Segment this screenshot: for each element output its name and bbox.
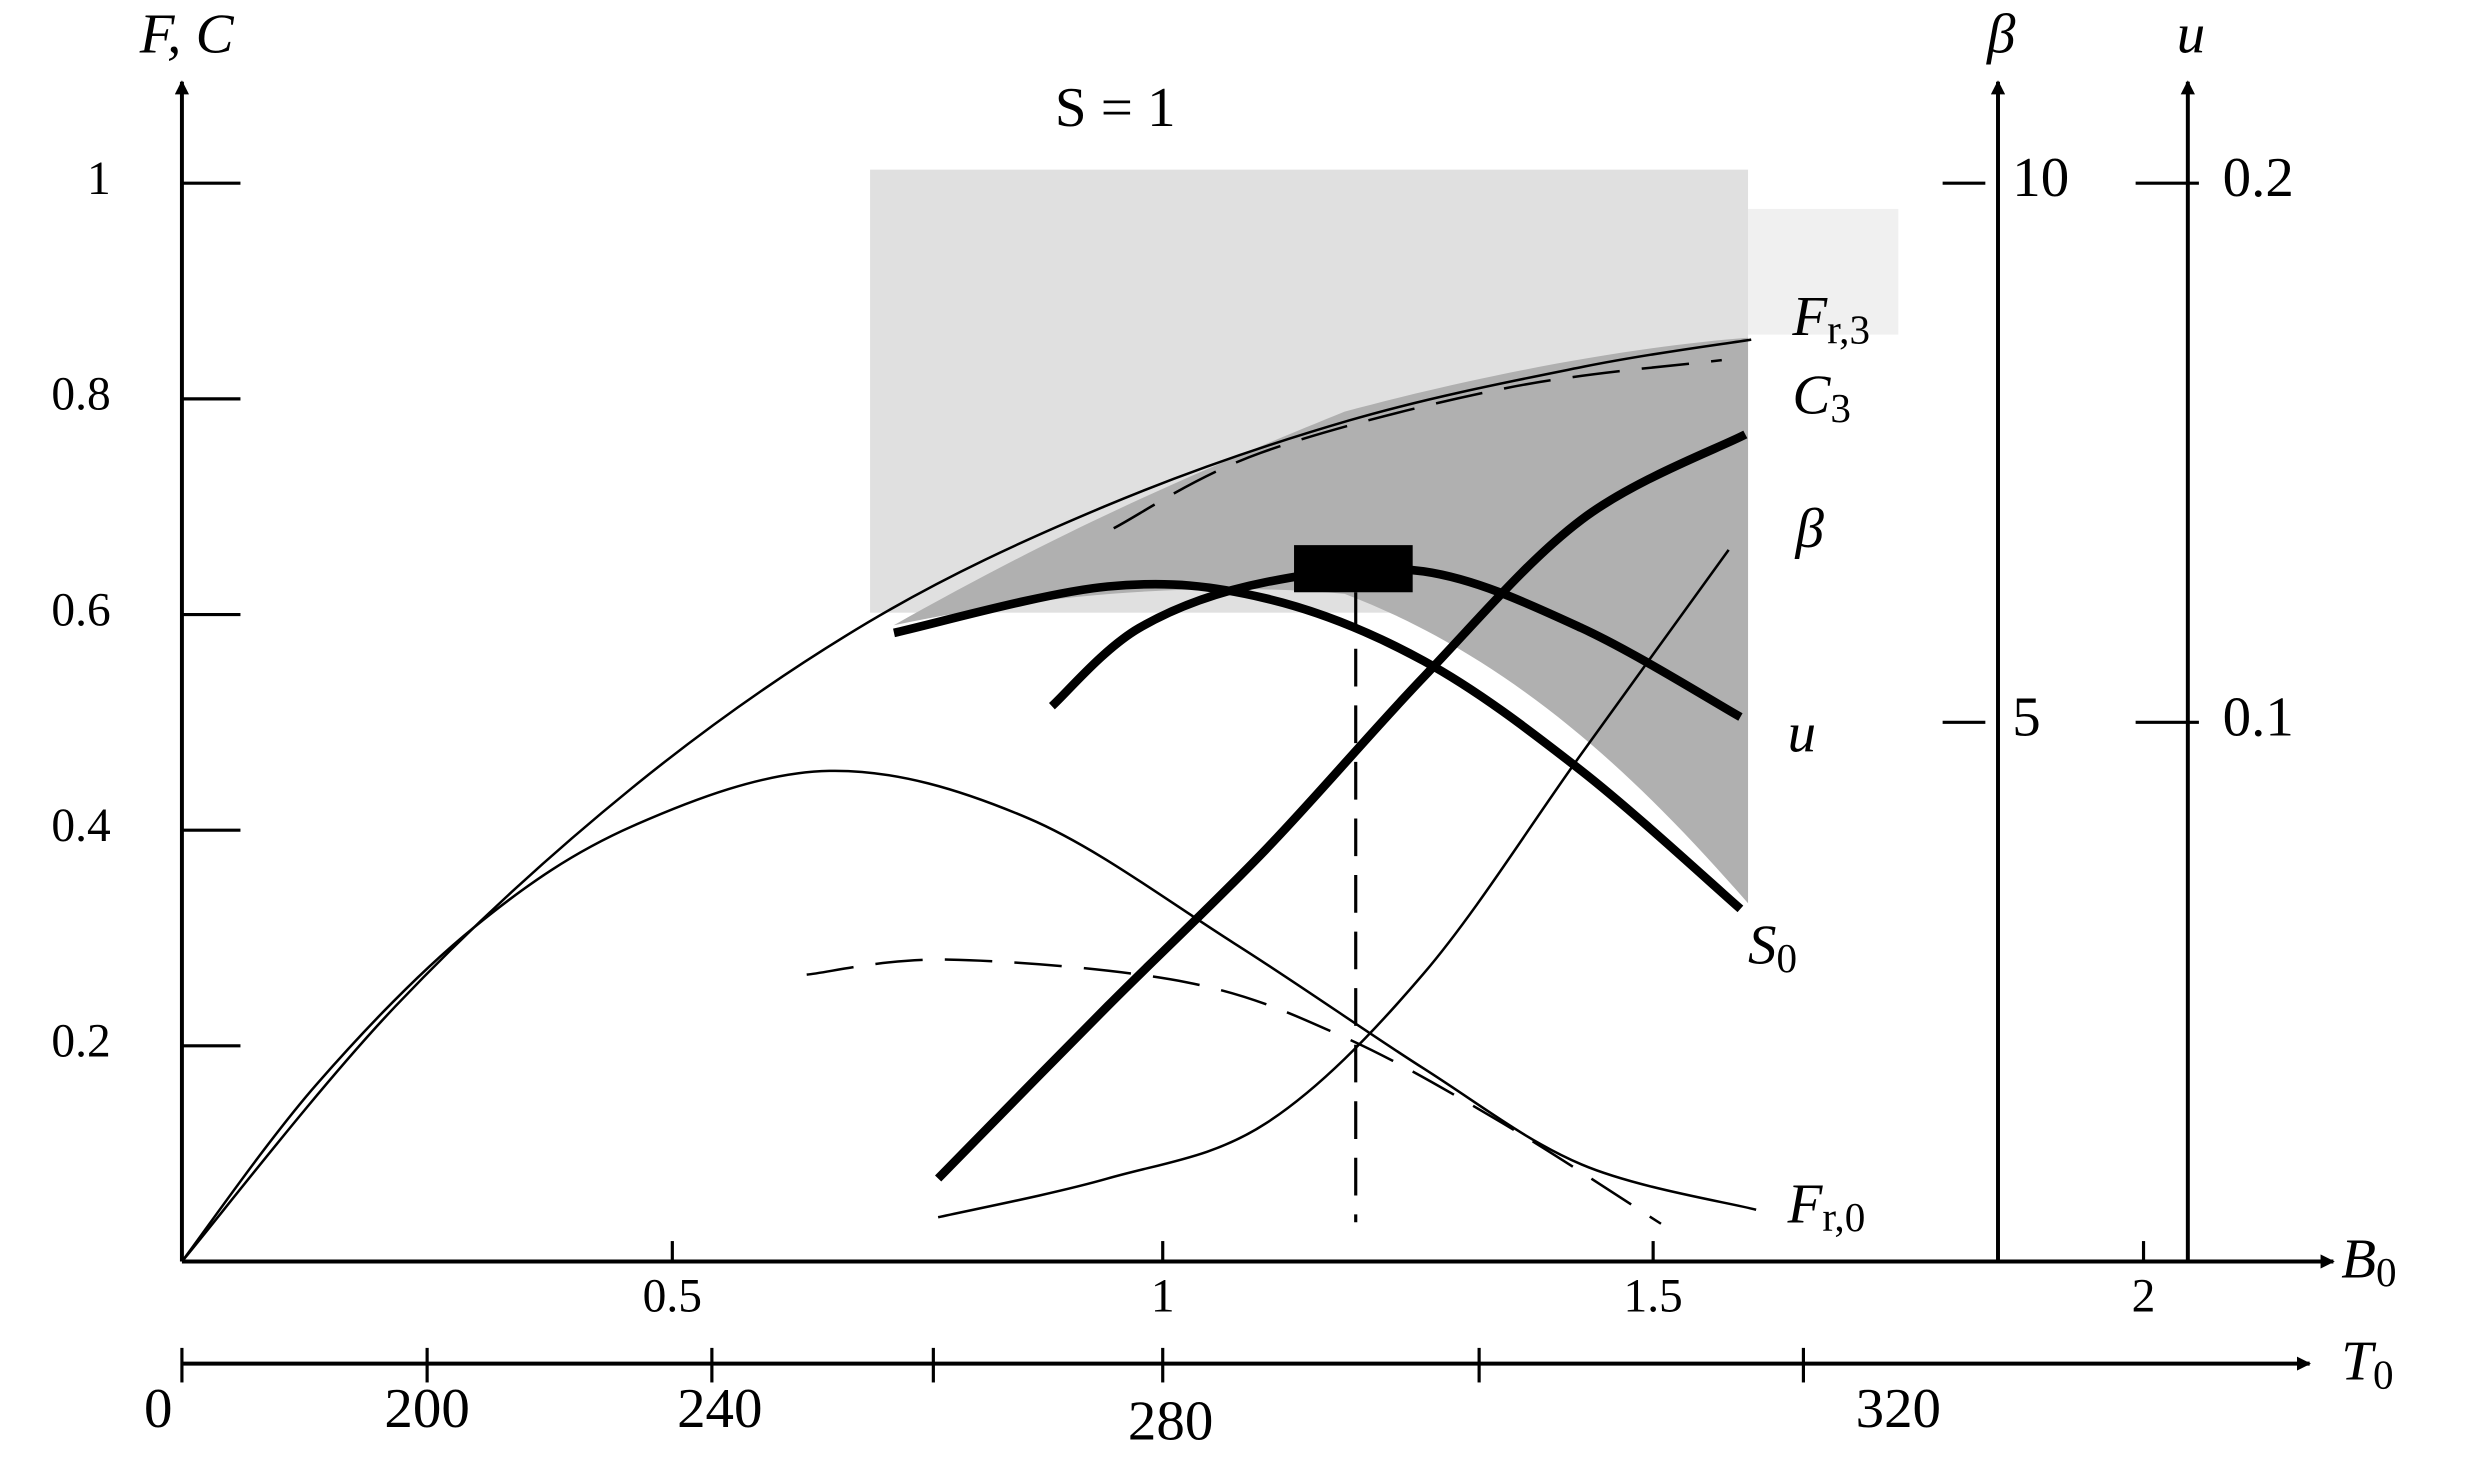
x-tick-label: 2 bbox=[2132, 1271, 2156, 1323]
curve bbox=[935, 430, 1748, 1182]
curve-label: S0 bbox=[1748, 914, 1797, 982]
curve-label-main: F bbox=[1787, 1173, 1824, 1236]
y-tick-label: 0.8 bbox=[51, 369, 110, 421]
curve bbox=[180, 769, 1757, 1263]
curve bbox=[937, 549, 1730, 1219]
optimal-region bbox=[893, 337, 1749, 904]
x-tick-label: 1 bbox=[1151, 1271, 1175, 1323]
curve-label: Fr,3 bbox=[1791, 285, 1870, 353]
curve-label-sub: r,3 bbox=[1827, 307, 1870, 353]
curve-label-main: C bbox=[1792, 364, 1831, 427]
feasible-region-edge bbox=[1748, 208, 1899, 335]
y-axis-label: F, C bbox=[139, 2, 235, 65]
y2-tick-label: 5 bbox=[2012, 686, 2040, 749]
y2-tick-label: 10 bbox=[2012, 146, 2069, 209]
t-tick-label: 280 bbox=[1128, 1390, 1213, 1453]
y3-axis-label: u bbox=[2177, 2, 2205, 65]
annotation: S = 1 bbox=[1055, 76, 1176, 139]
y2-axis-label: β bbox=[1986, 2, 2016, 65]
t-tick-label: 0 bbox=[144, 1377, 172, 1440]
curve bbox=[1048, 564, 1743, 721]
curve bbox=[806, 958, 1662, 1225]
t-axis-label: T0 bbox=[2341, 1330, 2393, 1398]
curve-label-sub: r,0 bbox=[1822, 1195, 1865, 1241]
curve-label-sub: 3 bbox=[1830, 386, 1851, 432]
curve bbox=[180, 338, 1752, 1263]
y-tick-label: 0.6 bbox=[51, 584, 110, 636]
t-axis-ticks bbox=[180, 1347, 1806, 1383]
y3-tick-label: 0.1 bbox=[2223, 686, 2294, 749]
t-tick-label: 240 bbox=[677, 1377, 762, 1440]
x-tick-label: 0.5 bbox=[643, 1271, 702, 1323]
curve-label: β bbox=[1795, 497, 1825, 560]
y-tick-label: 0.4 bbox=[51, 800, 110, 852]
y3-tick-label: 0.2 bbox=[2223, 146, 2294, 209]
curve-label-main: β bbox=[1795, 497, 1825, 560]
curve-label: Fr,0 bbox=[1787, 1173, 1866, 1241]
curve-label-sub: 0 bbox=[1777, 936, 1798, 982]
y-tick-label: 1 bbox=[87, 153, 111, 205]
curve-label-main: F bbox=[1791, 285, 1828, 348]
t-tick-label: 320 bbox=[1856, 1377, 1941, 1440]
curve-label: u bbox=[1788, 702, 1816, 765]
x-axis-label: B0 bbox=[2341, 1228, 2396, 1296]
x-tick-label: 1.5 bbox=[1623, 1271, 1682, 1323]
curve-label-main: S bbox=[1748, 914, 1776, 977]
curve-label-main: u bbox=[1788, 702, 1816, 765]
y-tick-label: 0.2 bbox=[51, 1016, 110, 1068]
curve bbox=[1113, 358, 1722, 530]
curve-label: C3 bbox=[1792, 364, 1851, 432]
t-tick-label: 200 bbox=[384, 1377, 469, 1440]
curve bbox=[893, 579, 1744, 913]
